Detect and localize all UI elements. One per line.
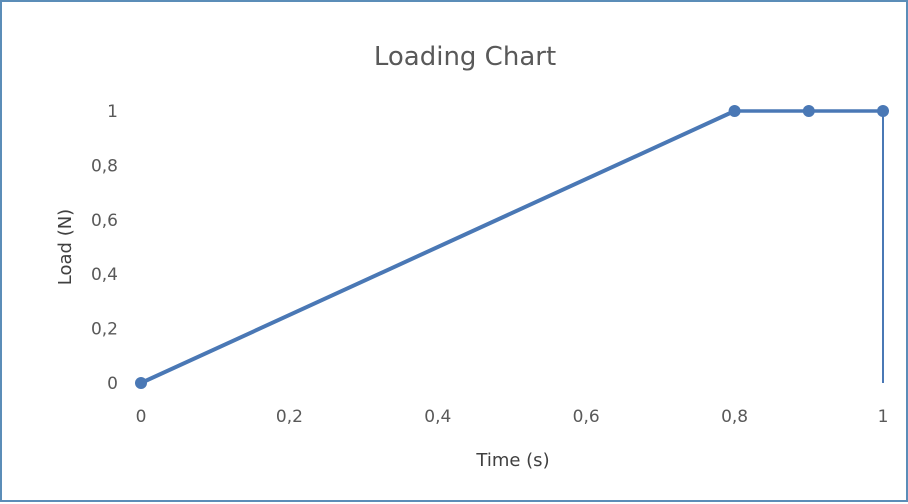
chart-title: Loading Chart xyxy=(374,42,556,72)
x-tick-label: 0,4 xyxy=(424,407,451,427)
plot-layer: 0 0,2 0,4 0,6 0,8 1 0 0,2 0,4 0,6 0,8 1 xyxy=(91,102,889,427)
y-tick-label: 0,8 xyxy=(91,156,118,176)
x-tick-label: 0,8 xyxy=(721,407,748,427)
data-point xyxy=(802,105,815,117)
y-tick-label: 0,2 xyxy=(91,320,118,340)
data-point xyxy=(877,105,889,117)
x-axis-title: Time (s) xyxy=(475,450,549,471)
x-tick-label: 0 xyxy=(136,407,147,427)
x-tick-label: 1 xyxy=(878,407,889,427)
y-tick-label: 0 xyxy=(107,374,118,394)
y-tick-label: 1 xyxy=(107,102,118,122)
series-thin-line xyxy=(140,110,884,384)
y-axis-title: Load (N) xyxy=(55,209,76,285)
series-ramp-line xyxy=(139,109,737,385)
data-point xyxy=(135,377,147,389)
data-point xyxy=(728,105,741,117)
y-tick-label: 0,4 xyxy=(91,265,118,285)
x-tick-label: 0,2 xyxy=(276,407,303,427)
x-tick-label: 0,6 xyxy=(573,407,600,427)
y-tick-label: 0,6 xyxy=(91,211,118,231)
